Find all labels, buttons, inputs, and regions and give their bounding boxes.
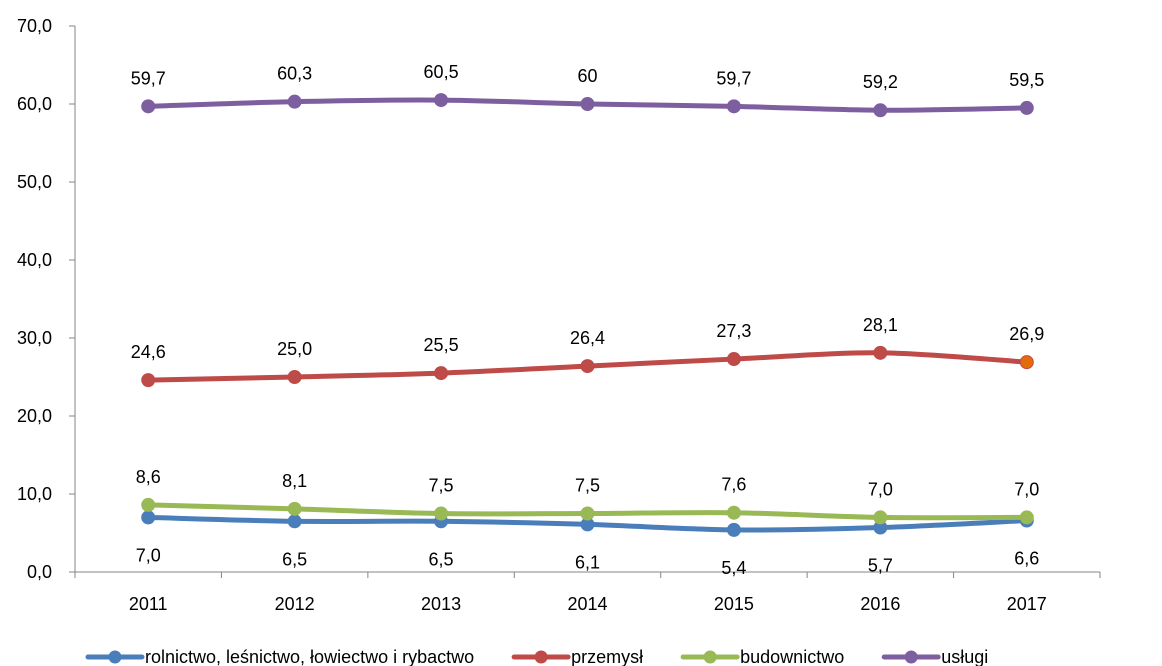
data-label: 60 (577, 66, 597, 86)
chart-data-labels: 7,0 6,5 6,5 6,1 5,4 5,7 6,6 24,6 25,0 25,5 26,4 27,… (131, 62, 1045, 578)
data-point (726, 505, 741, 520)
data-point (141, 510, 156, 525)
data-point (726, 99, 741, 114)
x-tick-label: 2011 (129, 594, 168, 614)
data-point (1019, 510, 1034, 525)
x-tick-label: 2016 (860, 594, 900, 614)
y-tick-label: 20,0 (17, 406, 52, 426)
data-label: 5,4 (721, 558, 746, 578)
y-tick-label: 70,0 (17, 16, 52, 36)
y-tick-label: 30,0 (17, 328, 52, 348)
data-label: 8,1 (282, 471, 307, 491)
y-tick-label: 10,0 (17, 484, 52, 504)
data-point (580, 506, 595, 521)
y-tick-label: 40,0 (17, 250, 52, 270)
data-point (726, 352, 741, 367)
data-point (287, 501, 302, 516)
y-tick-label: 50,0 (17, 172, 52, 192)
data-point (580, 97, 595, 111)
data-label: 7,0 (868, 479, 893, 499)
legend-marker (108, 650, 122, 664)
data-point (580, 359, 595, 374)
data-label: 59,5 (1009, 70, 1044, 90)
x-tick-label: 2013 (421, 594, 461, 614)
data-label: 26,4 (570, 328, 605, 348)
data-label: 25,0 (277, 339, 312, 359)
data-label: 7,0 (1014, 479, 1039, 499)
data-label: 59,2 (863, 72, 898, 92)
data-point (1019, 355, 1034, 370)
data-label: 28,1 (863, 315, 898, 335)
x-tick-label: 2015 (714, 594, 754, 614)
legend-item-1: przemysł (511, 647, 643, 666)
chart-axes: 0,0 10,0 20,0 30,0 40,0 50,0 60,0 70,0 2011 2012 2… (17, 16, 1101, 614)
chart-legend: rolnictwo, leśnictwo, łowiectwo i rybact… (85, 647, 988, 666)
series-3 (141, 93, 1034, 118)
data-point (287, 370, 302, 384)
data-label: 60,3 (277, 64, 312, 84)
data-label: 7,6 (721, 475, 746, 495)
data-label: 6,5 (282, 549, 307, 569)
data-label: 27,3 (716, 321, 751, 341)
legend-label: przemysł (571, 647, 643, 666)
data-point (434, 93, 449, 108)
legend-marker (904, 650, 918, 664)
data-point (287, 514, 302, 529)
data-point (141, 373, 156, 388)
data-label: 6,1 (575, 552, 600, 572)
data-point (434, 506, 449, 521)
x-tick-label: 2014 (567, 594, 607, 614)
data-point (726, 522, 741, 537)
data-point (873, 345, 888, 360)
legend-marker (534, 650, 548, 664)
legend-item-0: rolnictwo, leśnictwo, łowiectwo i rybact… (85, 647, 474, 666)
data-point (141, 99, 156, 114)
data-point (287, 94, 302, 109)
series-2 (141, 497, 1034, 525)
x-tick-label: 2017 (1007, 594, 1047, 614)
data-label: 26,9 (1009, 324, 1044, 344)
data-label: 60,5 (424, 62, 459, 82)
legend-label: budownictwo (740, 647, 844, 666)
data-label: 8,6 (136, 467, 161, 487)
data-point (141, 497, 156, 512)
data-label: 6,5 (429, 549, 454, 569)
data-label: 59,7 (716, 68, 751, 88)
legend-item-3: usługi (881, 647, 988, 666)
data-point (873, 510, 888, 525)
x-tick-label: 2012 (275, 594, 315, 614)
data-label: 7,5 (429, 476, 454, 496)
legend-marker (703, 650, 717, 664)
legend-item-2: budownictwo (680, 647, 844, 666)
data-point (873, 103, 888, 118)
data-label: 7,0 (136, 545, 161, 565)
data-label: 5,7 (868, 556, 893, 576)
series-1 (141, 345, 1034, 388)
data-label: 25,5 (424, 335, 459, 355)
y-tick-label: 60,0 (17, 94, 52, 114)
legend-label: usługi (941, 647, 988, 666)
data-point (434, 366, 449, 381)
data-label: 59,7 (131, 68, 166, 88)
chart-series (141, 93, 1034, 537)
y-tick-label: 0,0 (27, 562, 52, 582)
legend-label: rolnictwo, leśnictwo, łowiectwo i rybact… (145, 647, 474, 666)
data-label: 6,6 (1014, 549, 1039, 569)
data-point (1019, 100, 1034, 115)
data-label: 7,5 (575, 476, 600, 496)
data-label: 24,6 (131, 342, 166, 362)
